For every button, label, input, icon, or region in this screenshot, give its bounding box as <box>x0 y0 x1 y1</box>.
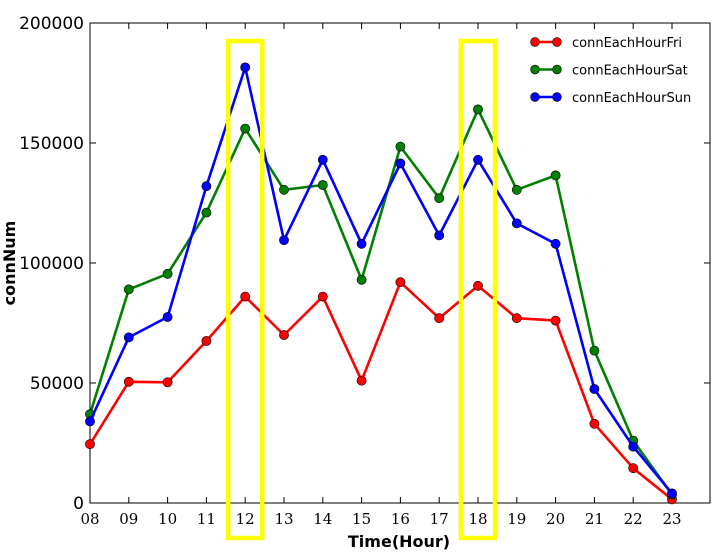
y-tick-label: 0 <box>73 494 84 514</box>
data-point-connEachHourSat <box>356 274 367 285</box>
x-tick-label: 16 <box>391 510 410 528</box>
data-point-connEachHourSat <box>279 184 289 195</box>
highlight-box-12 <box>225 38 265 541</box>
y-tick-label: 150000 <box>19 134 84 154</box>
series-line-connEachHourFri <box>88 280 673 501</box>
x-tick-label: 23 <box>662 510 681 528</box>
x-tick-label: 22 <box>624 510 643 528</box>
x-tick-label: 18 <box>468 510 487 528</box>
data-point-connEachHourSun <box>395 158 406 169</box>
data-point-connEachHourFri <box>511 313 522 324</box>
legend: connEachHourFri connEachHourSat connEachHo… <box>530 36 691 106</box>
data-point-connEachHourSun <box>123 332 134 343</box>
legend-marker <box>530 64 540 75</box>
data-point-connEachHourSun <box>589 384 600 394</box>
data-point-connEachHourSat <box>395 141 406 152</box>
x-tick-label: 09 <box>119 510 138 528</box>
y-tick-label: 100000 <box>19 254 84 274</box>
y-tick-label: 50000 <box>30 374 84 394</box>
data-point-connEachHourFri <box>550 315 561 326</box>
data-point-connEachHourFri <box>123 376 134 387</box>
series-layer <box>85 62 677 505</box>
legend-marker <box>530 92 540 102</box>
data-point-connEachHourFri <box>434 313 445 324</box>
data-point-connEachHourSat <box>473 104 483 115</box>
data-point-connEachHourSun <box>162 312 173 322</box>
data-point-connEachHourSun <box>473 154 483 165</box>
data-point-connEachHourSun <box>550 238 561 249</box>
data-point-connEachHourSun <box>317 154 328 165</box>
data-point-connEachHourSun <box>628 441 639 452</box>
x-tick-label: 19 <box>507 510 526 528</box>
data-point-connEachHourFri <box>317 291 328 302</box>
data-point-connEachHourSun <box>356 238 367 249</box>
series-line-connEachHourSun <box>88 66 674 495</box>
y-tick-label: 200000 <box>19 14 84 34</box>
legend-marker <box>552 92 562 102</box>
axes: 0 50000 100000 150000 200000 08 09 10 11 12 13 14 15… <box>19 14 711 528</box>
x-tick-label: 20 <box>546 510 565 528</box>
x-tick-label: 12 <box>236 510 255 528</box>
data-point-connEachHourFri <box>473 280 483 291</box>
data-point-connEachHourFri <box>162 377 173 388</box>
data-point-connEachHourSat <box>317 180 328 190</box>
y-axis-label: connNum <box>0 221 19 306</box>
data-point-connEachHourSat <box>550 170 561 181</box>
x-tick-label: 10 <box>158 510 177 528</box>
data-point-connEachHourSat <box>434 193 445 204</box>
data-point-connEachHourSun <box>511 218 522 229</box>
legend-label: connEachHourSun <box>572 91 691 106</box>
data-point-connEachHourSat <box>511 184 522 195</box>
data-point-connEachHourFri <box>628 463 639 474</box>
x-tick-label: 13 <box>274 510 293 528</box>
highlight-box-18 <box>458 38 498 541</box>
x-tick-label: 15 <box>352 510 371 528</box>
data-point-connEachHourSat <box>589 345 600 356</box>
data-point-connEachHourSun <box>85 416 95 427</box>
legend-marker <box>552 37 562 47</box>
x-tick-label: 08 <box>80 510 99 528</box>
data-point-connEachHourSat <box>123 284 134 295</box>
legend-label: connEachHourSat <box>572 64 688 79</box>
x-tick-label: 21 <box>585 510 604 528</box>
x-axis-label: Time(Hour) <box>348 532 450 551</box>
x-tick-label: 14 <box>313 510 332 528</box>
legend-label: connEachHourFri <box>572 36 682 51</box>
x-tick-label: 11 <box>197 510 216 528</box>
highlight-boxes <box>225 38 498 541</box>
x-tick-label: 17 <box>430 510 449 528</box>
data-point-connEachHourSun <box>279 235 289 246</box>
data-point-connEachHourSun <box>667 488 677 499</box>
data-point-connEachHourSat <box>240 123 251 134</box>
data-point-connEachHourSun <box>240 62 251 73</box>
data-point-connEachHourFri <box>356 375 367 386</box>
legend-marker <box>552 64 562 75</box>
data-point-connEachHourFri <box>395 277 406 288</box>
data-point-connEachHourSun <box>201 181 212 192</box>
data-point-connEachHourFri <box>85 439 95 450</box>
legend-marker <box>530 37 540 47</box>
data-point-connEachHourFri <box>279 330 289 340</box>
data-point-connEachHourFri <box>589 418 600 429</box>
data-point-connEachHourFri <box>201 336 212 346</box>
data-point-connEachHourSat <box>201 207 212 218</box>
data-point-connEachHourFri <box>240 291 251 302</box>
data-point-connEachHourSun <box>434 230 445 241</box>
series-line-connEachHourSat <box>88 108 674 496</box>
data-point-connEachHourSat <box>162 268 173 279</box>
